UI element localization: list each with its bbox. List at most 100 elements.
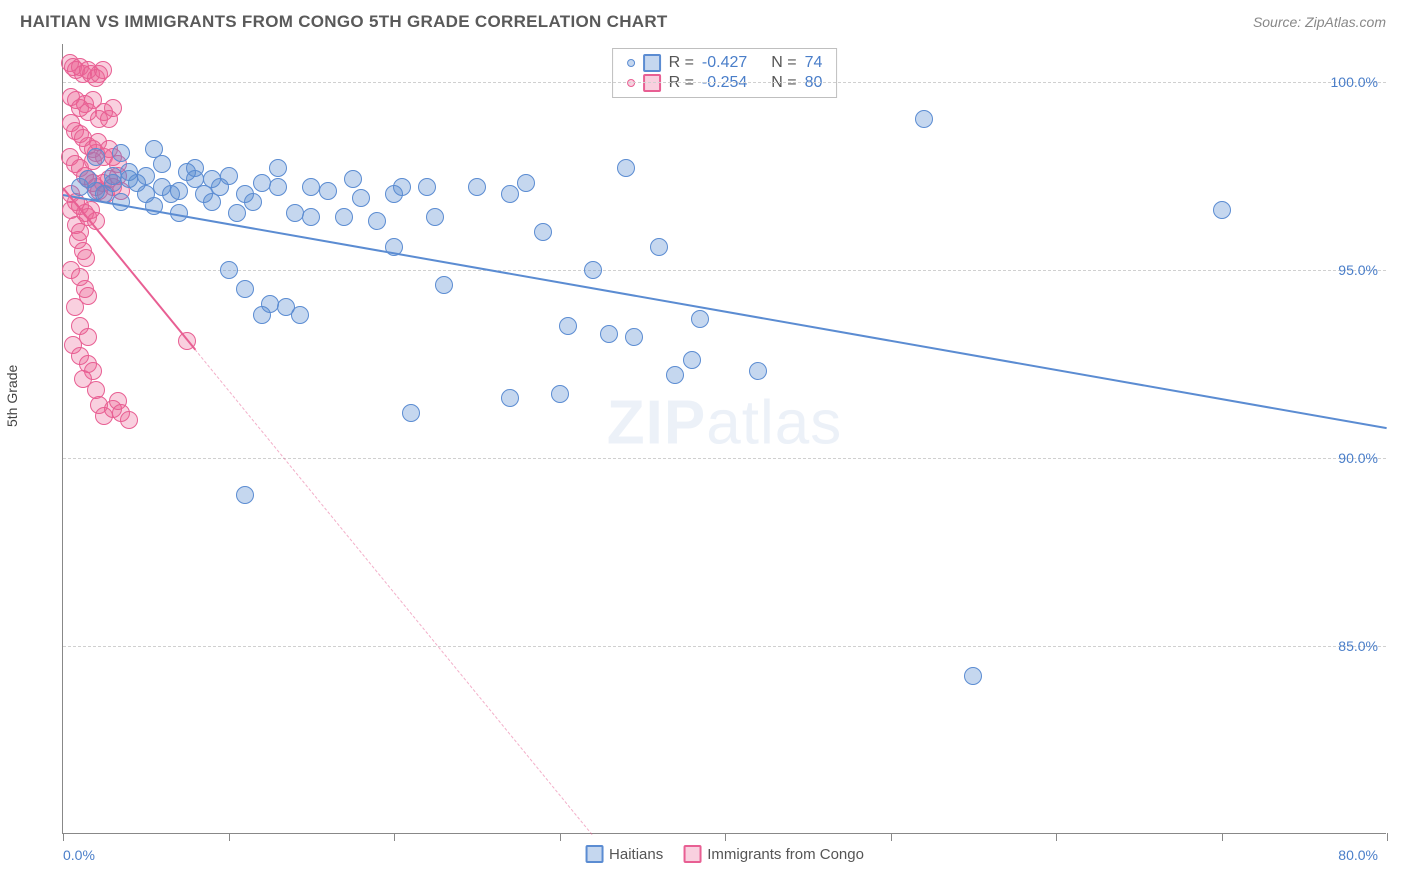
series1-point (319, 182, 337, 200)
series1-dot-icon (627, 59, 635, 67)
series1-point (220, 167, 238, 185)
gridline (63, 458, 1386, 459)
series1-point (269, 159, 287, 177)
series1-point (418, 178, 436, 196)
series1-point (402, 404, 420, 422)
x-tick (891, 833, 892, 841)
series2-point (66, 298, 84, 316)
x-tick (63, 833, 64, 841)
series1-point (112, 193, 130, 211)
series1-point (426, 208, 444, 226)
series1-point (1213, 201, 1231, 219)
series1-point (551, 385, 569, 403)
x-axis-min-label: 0.0% (63, 847, 95, 863)
gridline (63, 270, 1386, 271)
series1-point (352, 189, 370, 207)
x-tick (1387, 833, 1388, 841)
series2-swatch-icon (683, 845, 701, 863)
series1-point (153, 155, 171, 173)
series1-point (228, 204, 246, 222)
series1-point (559, 317, 577, 335)
series1-point (435, 276, 453, 294)
r-value: -0.254 (702, 74, 747, 92)
stats-legend-box: R = -0.427 N = 74 R = -0.254 N = 80 (612, 48, 838, 98)
series1-point (584, 261, 602, 279)
series2-point (77, 249, 95, 267)
x-axis-max-label: 80.0% (1338, 847, 1378, 863)
series2-swatch-icon (643, 74, 661, 92)
n-value: 80 (805, 74, 823, 92)
n-label: N = (771, 54, 796, 72)
series1-swatch-icon (585, 845, 603, 863)
legend-label-2: Immigrants from Congo (707, 846, 864, 863)
r-label: R = (669, 54, 694, 72)
series1-point (368, 212, 386, 230)
watermark: ZIPatlas (607, 387, 842, 458)
chart-title: HAITIAN VS IMMIGRANTS FROM CONGO 5TH GRA… (20, 12, 668, 32)
series1-point (220, 261, 238, 279)
y-tick-label: 90.0% (1338, 450, 1378, 466)
series1-point (666, 366, 684, 384)
series1-point (534, 223, 552, 241)
series1-point (335, 208, 353, 226)
series2-point (104, 99, 122, 117)
series1-point (302, 178, 320, 196)
gridline (63, 82, 1386, 83)
series1-point (344, 170, 362, 188)
y-tick-label: 95.0% (1338, 262, 1378, 278)
series1-point (137, 167, 155, 185)
series1-point (236, 280, 254, 298)
series1-point (691, 310, 709, 328)
x-tick (229, 833, 230, 841)
y-tick-label: 85.0% (1338, 638, 1378, 654)
series1-point (112, 144, 130, 162)
x-tick (394, 833, 395, 841)
series1-point (964, 667, 982, 685)
series1-point (104, 167, 122, 185)
x-tick (725, 833, 726, 841)
chart-container: 5th Grade ZIPatlas R = -0.427 N = 74 R =… (20, 44, 1386, 834)
series1-point (650, 238, 668, 256)
bottom-legend: Haitians Immigrants from Congo (585, 845, 864, 863)
r-value: -0.427 (702, 54, 747, 72)
x-tick (560, 833, 561, 841)
series1-point (186, 159, 204, 177)
y-axis-label: 5th Grade (4, 365, 20, 427)
n-value: 74 (805, 54, 823, 72)
y-tick-label: 100.0% (1331, 74, 1378, 90)
series1-point (261, 295, 279, 313)
series2-point (94, 61, 112, 79)
series1-point (253, 174, 271, 192)
series1-point (749, 362, 767, 380)
series1-point (269, 178, 287, 196)
source-attribution: Source: ZipAtlas.com (1253, 14, 1386, 30)
stats-row-2: R = -0.254 N = 80 (627, 73, 823, 93)
series1-point (683, 351, 701, 369)
series1-point (244, 193, 262, 211)
trendline-series2-dashed (195, 349, 593, 835)
n-label: N = (771, 74, 796, 92)
series1-point (501, 185, 519, 203)
series1-point (600, 325, 618, 343)
series1-point (286, 204, 304, 222)
r-label: R = (669, 74, 694, 92)
x-tick (1056, 833, 1057, 841)
series1-point (170, 182, 188, 200)
series1-point (468, 178, 486, 196)
gridline (63, 646, 1386, 647)
series1-point (517, 174, 535, 192)
series1-point (625, 328, 643, 346)
x-tick (1222, 833, 1223, 841)
series1-point (617, 159, 635, 177)
series2-point (120, 411, 138, 429)
legend-item-2: Immigrants from Congo (683, 845, 864, 863)
series1-point (302, 208, 320, 226)
series1-point (291, 306, 309, 324)
stats-row-1: R = -0.427 N = 74 (627, 53, 823, 73)
series1-point (915, 110, 933, 128)
series1-point (236, 486, 254, 504)
plot-area: ZIPatlas R = -0.427 N = 74 R = -0.254 N … (62, 44, 1386, 834)
legend-item-1: Haitians (585, 845, 663, 863)
series2-dot-icon (627, 79, 635, 87)
series1-point (393, 178, 411, 196)
